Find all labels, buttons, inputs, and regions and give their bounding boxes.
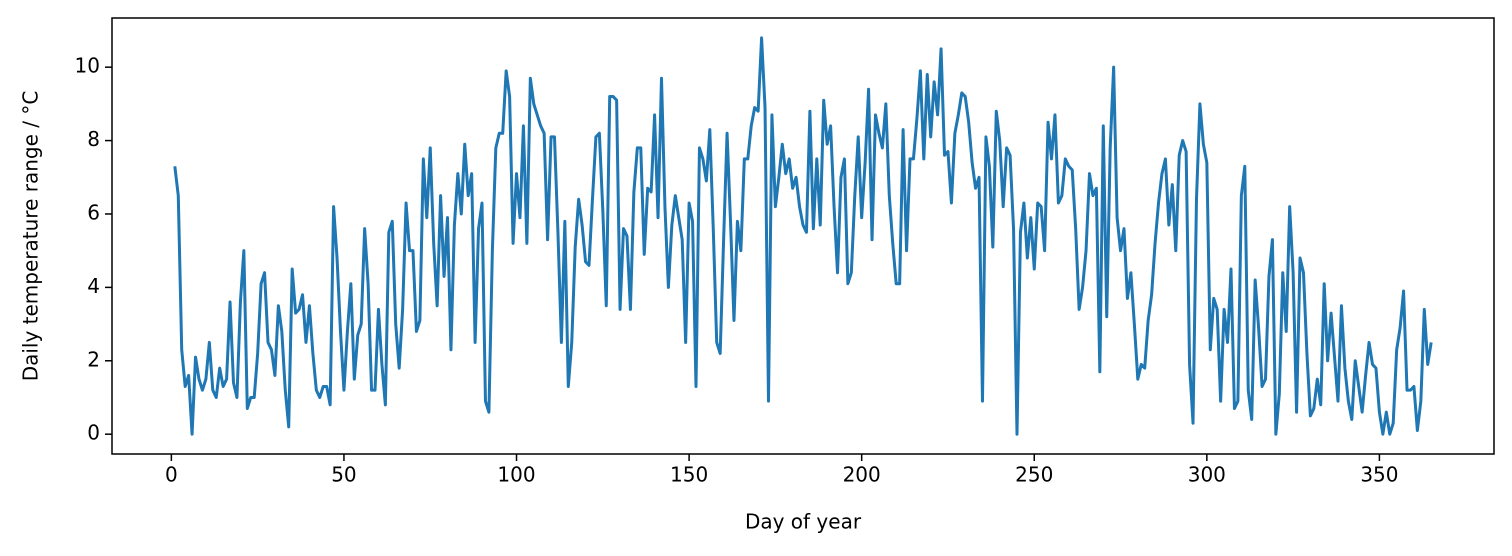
x-tick-label: 50	[331, 463, 356, 487]
x-tick-label: 150	[670, 463, 708, 487]
x-tick-label: 0	[165, 463, 178, 487]
x-tick-label: 200	[843, 463, 881, 487]
x-tick-label: 100	[497, 463, 535, 487]
plot-frame	[111, 17, 1495, 455]
y-tick-label: 0	[87, 421, 100, 445]
y-tick-label: 6	[87, 200, 100, 224]
x-tick-label: 300	[1188, 463, 1226, 487]
y-tick-label: 10	[75, 54, 100, 78]
y-tick-label: 4	[87, 274, 100, 298]
y-tick-label: 2	[87, 347, 100, 371]
x-tick-label: 350	[1360, 463, 1398, 487]
data-line	[173, 36, 1433, 436]
x-tick-label: 250	[1015, 463, 1053, 487]
y-tick-label: 8	[87, 127, 100, 151]
y-axis-label: Daily temperature range / °C	[19, 91, 43, 382]
x-axis-label: Day of year	[745, 510, 862, 534]
